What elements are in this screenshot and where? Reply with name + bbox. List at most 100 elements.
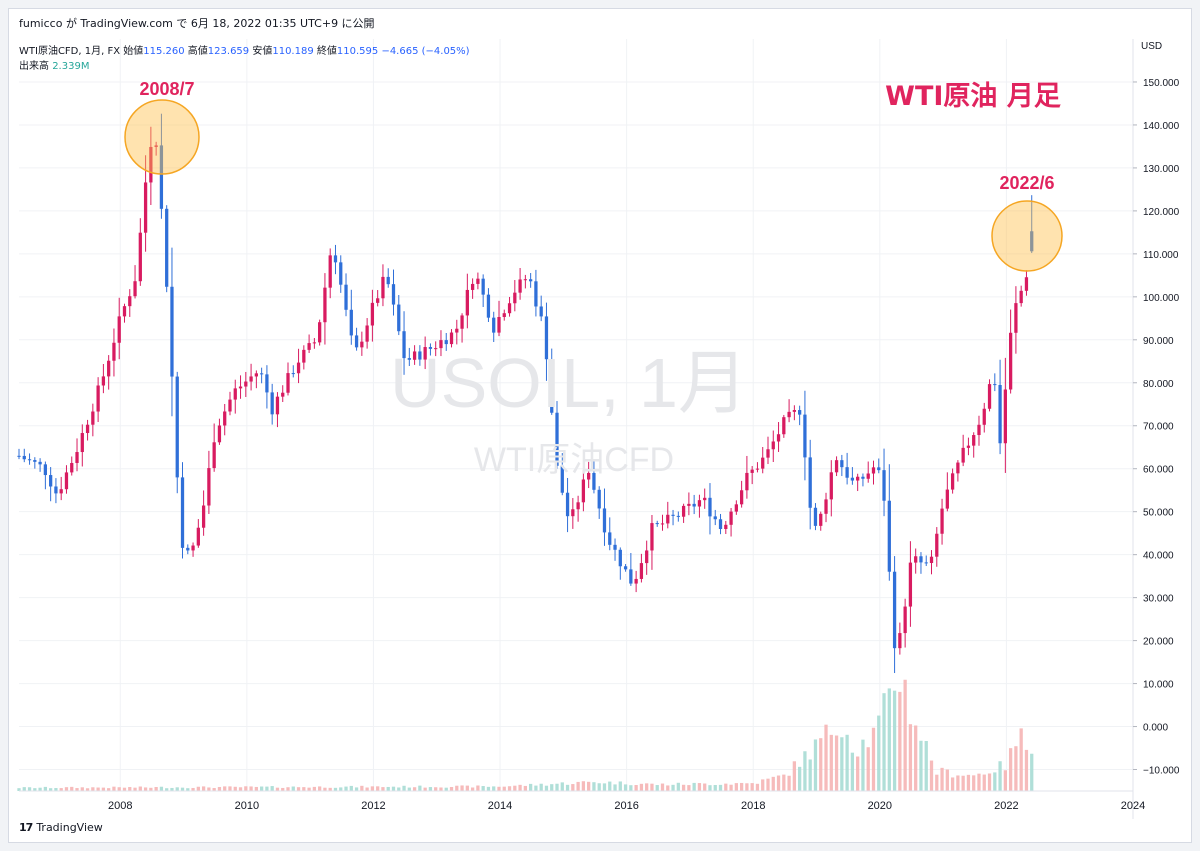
candle-body — [745, 472, 749, 491]
volume-bar — [755, 783, 760, 791]
volume-bar — [1024, 749, 1029, 791]
volume-bar — [376, 786, 380, 791]
volume-bar — [513, 785, 517, 791]
candle-body — [402, 331, 406, 359]
x-tick-label: 2008 — [108, 800, 132, 812]
volume-bar — [529, 783, 533, 791]
candle-body — [718, 519, 723, 530]
candle-body — [33, 460, 37, 462]
volume-bar — [143, 787, 148, 791]
volume-bar — [312, 786, 317, 791]
change-value: −4.665 (−4.05%) — [381, 46, 470, 57]
volume-bar — [112, 786, 116, 791]
volume-bar — [924, 741, 928, 791]
candle-body — [650, 523, 654, 551]
candle-body — [444, 340, 448, 345]
x-axis-ticks: 2008 2010 2012 2014 2016 2018 2020 2022 2024 — [108, 800, 1145, 812]
volume-bar — [634, 785, 638, 791]
candle-body — [681, 505, 686, 517]
candle-body — [871, 467, 876, 474]
x-tick-label: 2018 — [741, 800, 765, 812]
y-tick-label: 130.000 — [1143, 164, 1180, 175]
volume-bar — [908, 724, 913, 791]
candle-body — [455, 328, 459, 333]
candle-body — [312, 342, 317, 344]
volume-bar — [43, 786, 48, 791]
watermark-description: WTI原油CFD — [474, 441, 674, 479]
volume-bar — [972, 775, 976, 791]
candle-body — [861, 476, 865, 479]
chart-frame: fumicco が TradingView.com で 6月 18, 2022 … — [8, 8, 1192, 843]
volume-bar — [950, 777, 955, 791]
candle-body — [782, 417, 786, 435]
candle-body — [449, 332, 454, 345]
volume-bars — [17, 679, 1034, 791]
x-tick-label: 2014 — [488, 800, 512, 812]
candle-body — [608, 532, 612, 545]
volume-bar — [655, 785, 659, 791]
volume-bar — [681, 784, 686, 791]
chart-canvas[interactable]: USOIL, 1月 WTI原油CFD 2008/7 2022/6 WTI原油 月… — [9, 9, 1193, 844]
volume-bar — [602, 783, 607, 791]
volume-bar — [455, 785, 459, 791]
volume-bar — [829, 734, 833, 791]
low-label: 安値 — [252, 46, 273, 57]
candle-body — [766, 449, 770, 458]
volume-bar — [666, 785, 670, 791]
volume-bar — [154, 786, 158, 791]
candle-body — [244, 381, 248, 387]
volume-bar — [993, 772, 997, 791]
candle-body — [96, 385, 100, 412]
candle-body — [265, 374, 269, 393]
candle-body — [302, 349, 306, 363]
volume-bar — [391, 786, 396, 791]
candle-body — [249, 376, 253, 382]
candle-body — [186, 547, 190, 551]
candle-body — [660, 523, 665, 525]
candle-body — [761, 457, 765, 469]
candle-body — [170, 286, 174, 377]
candle-body — [138, 232, 142, 282]
candle-body — [892, 571, 897, 649]
volume-bar — [645, 783, 649, 791]
candle-body — [655, 523, 659, 525]
candle-body — [407, 358, 411, 360]
candle-body — [296, 362, 301, 374]
peak-label: 2008/7 — [139, 79, 194, 99]
candle-body — [697, 500, 702, 507]
footer-brand[interactable]: 17 TradingView — [19, 821, 103, 834]
candle-body — [507, 303, 512, 314]
x-tick-label: 2024 — [1121, 800, 1145, 812]
y-tick-label: 60.000 — [1143, 465, 1174, 476]
volume-bar — [360, 785, 364, 791]
axes: USD — [19, 39, 1162, 819]
candle-body — [703, 497, 707, 501]
volume-bar — [476, 785, 480, 791]
volume-bar — [233, 786, 237, 791]
candle-body — [966, 445, 971, 448]
volume-bar — [671, 784, 675, 791]
candle-body — [291, 373, 295, 375]
candle-body — [381, 276, 385, 299]
y-tick-label: 20.000 — [1143, 637, 1174, 648]
symbol-legend: WTI原油CFD, 1月, FX 始値115.260 高値123.659 安値1… — [19, 42, 470, 57]
volume-bar — [824, 724, 828, 791]
volume-bar — [919, 740, 923, 791]
volume-bar — [460, 785, 464, 791]
volume-bar — [80, 787, 84, 791]
open-label: 始値 — [123, 46, 144, 57]
candle-body — [819, 513, 823, 526]
watermark-symbol: USOIL, 1月 — [390, 344, 748, 422]
candle-body — [914, 556, 918, 563]
candle-body — [919, 556, 923, 563]
candle-body — [592, 472, 596, 490]
volume-bar — [133, 787, 137, 791]
y-tick-label: 120.000 — [1143, 207, 1180, 218]
candle-body — [286, 373, 290, 393]
candle-body — [734, 504, 738, 512]
high-label: 高値 — [187, 46, 208, 57]
candle-body — [133, 281, 137, 297]
volume-bar — [497, 786, 501, 791]
candle-body — [729, 511, 733, 525]
y-tick-label: 10.000 — [1143, 680, 1174, 691]
